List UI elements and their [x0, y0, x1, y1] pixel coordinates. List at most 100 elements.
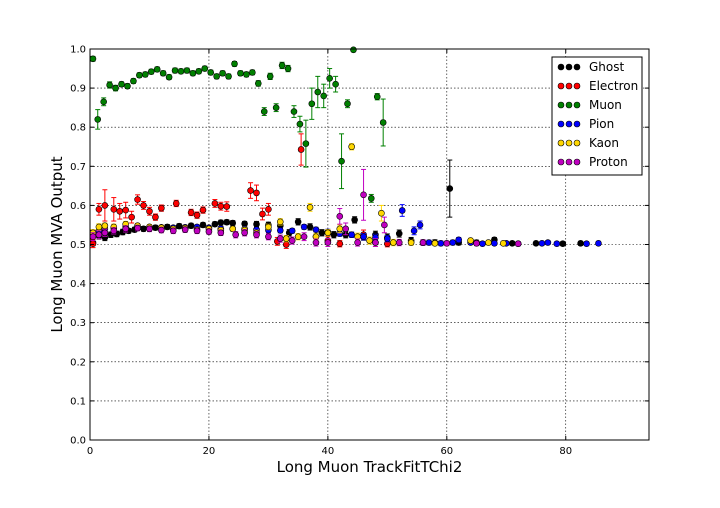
- data-point: [225, 73, 232, 80]
- data-point: [297, 146, 305, 153]
- data-point: [500, 240, 507, 247]
- data-point: [253, 189, 260, 197]
- data-point: [187, 209, 195, 216]
- data-point: [288, 237, 296, 244]
- legend-marker: [573, 139, 581, 147]
- data-point: [193, 211, 201, 219]
- data-point: [320, 92, 328, 100]
- legend-marker: [565, 82, 573, 90]
- legend-marker: [557, 139, 565, 147]
- data-point: [243, 71, 250, 78]
- y-tick-label: 0.3: [70, 318, 86, 329]
- data-point: [467, 237, 474, 244]
- y-tick-label: 1.0: [70, 45, 86, 56]
- x-tick-label: 60: [440, 446, 453, 457]
- data-point: [360, 191, 367, 199]
- legend-item-pion: Pion: [557, 117, 614, 131]
- data-point: [443, 240, 451, 247]
- data-point: [265, 233, 272, 240]
- data-point: [195, 67, 203, 75]
- data-point: [342, 225, 350, 233]
- legend-marker: [565, 120, 573, 128]
- data-point: [95, 231, 103, 239]
- data-point: [110, 206, 118, 213]
- data-point: [348, 231, 355, 239]
- data-point: [171, 67, 179, 74]
- data-point: [189, 69, 197, 77]
- data-point: [158, 226, 165, 234]
- data-point: [514, 240, 522, 248]
- data-point: [324, 229, 332, 237]
- data-point: [479, 240, 486, 248]
- legend-marker: [565, 63, 573, 71]
- data-point: [360, 233, 367, 240]
- data-point: [177, 67, 185, 75]
- data-point: [344, 100, 351, 108]
- data-point: [559, 240, 567, 248]
- data-point: [276, 227, 284, 234]
- data-point: [296, 120, 304, 128]
- data-point: [282, 241, 290, 248]
- series-muon: [89, 46, 387, 203]
- data-point: [146, 207, 153, 215]
- data-point: [395, 239, 403, 246]
- data-point: [300, 223, 308, 231]
- data-point: [95, 223, 103, 231]
- data-point: [232, 231, 239, 239]
- data-point: [312, 226, 320, 233]
- y-tick-label: 0.7: [70, 162, 86, 173]
- data-point: [437, 240, 445, 247]
- legend-marker: [557, 82, 565, 90]
- data-point: [247, 187, 254, 194]
- legend-item-kaon: Kaon: [557, 136, 619, 150]
- data-point: [136, 71, 143, 79]
- data-point: [199, 221, 207, 229]
- data-point: [336, 240, 344, 248]
- data-point: [398, 207, 406, 214]
- data-point: [159, 69, 167, 77]
- data-point: [89, 233, 97, 240]
- data-point: [124, 82, 131, 90]
- data-point: [373, 93, 381, 101]
- data-point: [384, 235, 391, 242]
- legend-item-ghost: Ghost: [557, 60, 624, 74]
- y-axis-label: Long Muon MVA Output: [48, 156, 66, 332]
- legend-label: Proton: [589, 155, 628, 169]
- y-tick-label: 0.5: [70, 240, 86, 251]
- data-point: [231, 60, 238, 68]
- data-point: [431, 240, 439, 247]
- data-point: [302, 140, 310, 147]
- legend-marker: [557, 63, 565, 71]
- data-point: [122, 206, 129, 214]
- legend-item-muon: Muon: [557, 98, 622, 112]
- data-point: [122, 225, 129, 233]
- y-tick-label: 0.8: [70, 123, 86, 134]
- data-point: [260, 108, 268, 115]
- series-proton: [89, 168, 522, 248]
- data-point: [350, 46, 357, 54]
- data-point: [172, 200, 180, 207]
- data-point: [183, 67, 191, 74]
- data-point: [308, 100, 316, 108]
- data-point: [583, 240, 590, 248]
- data-point: [146, 225, 153, 233]
- data-point: [140, 225, 147, 233]
- data-point: [158, 204, 165, 212]
- legend-marker: [557, 101, 565, 109]
- data-point: [181, 226, 189, 233]
- legend-marker: [565, 158, 573, 166]
- data-point: [128, 213, 135, 221]
- legend-label: Ghost: [589, 60, 624, 74]
- data-point: [272, 104, 280, 111]
- data-point: [223, 203, 231, 210]
- data-point: [147, 68, 155, 75]
- data-point: [577, 240, 584, 247]
- data-point: [217, 219, 225, 226]
- ticks: 0 20 40 60 80 0.0 0.1 0.2 0.3 0.4 0.5 0.6 0.7 0.8 0.9 1…: [70, 45, 649, 457]
- legend-label: Kaon: [589, 136, 619, 150]
- y-tick-label: 0.9: [70, 84, 86, 95]
- legend-item-electron: Electron: [557, 79, 638, 93]
- data-point: [112, 84, 119, 92]
- data-point: [100, 98, 107, 106]
